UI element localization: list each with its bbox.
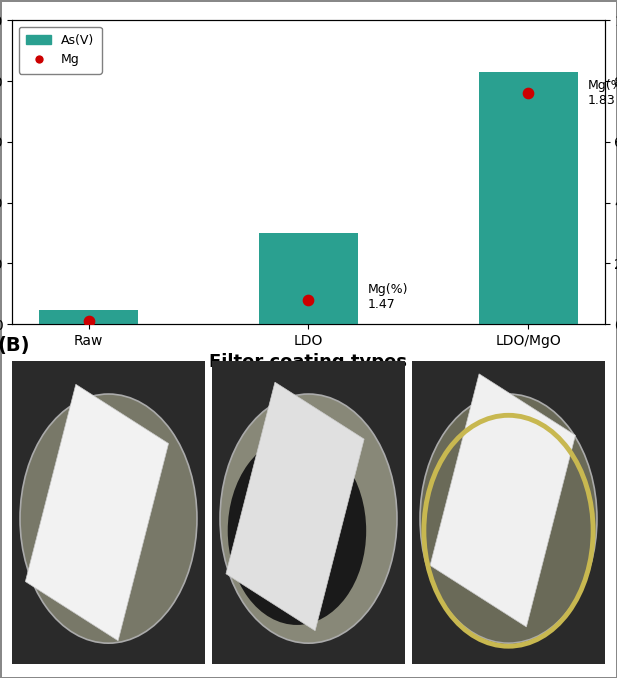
Text: (B): (B) bbox=[0, 336, 30, 355]
Ellipse shape bbox=[228, 437, 366, 625]
Ellipse shape bbox=[20, 394, 197, 643]
Bar bbox=[479, 72, 578, 324]
Ellipse shape bbox=[420, 394, 597, 643]
Text: Mg(%)
1.47: Mg(%) 1.47 bbox=[368, 283, 408, 311]
Ellipse shape bbox=[220, 394, 397, 643]
Text: Mg(%)
1.83: Mg(%) 1.83 bbox=[587, 79, 617, 107]
Polygon shape bbox=[226, 382, 364, 631]
Point bbox=[304, 294, 313, 305]
Legend: As(V), Mg: As(V), Mg bbox=[19, 26, 102, 74]
Polygon shape bbox=[430, 374, 576, 627]
Point bbox=[84, 316, 94, 327]
Bar bbox=[259, 233, 358, 324]
X-axis label: Filter coating types: Filter coating types bbox=[210, 353, 407, 372]
Bar bbox=[39, 311, 138, 324]
Point bbox=[523, 88, 533, 99]
Polygon shape bbox=[25, 384, 168, 641]
